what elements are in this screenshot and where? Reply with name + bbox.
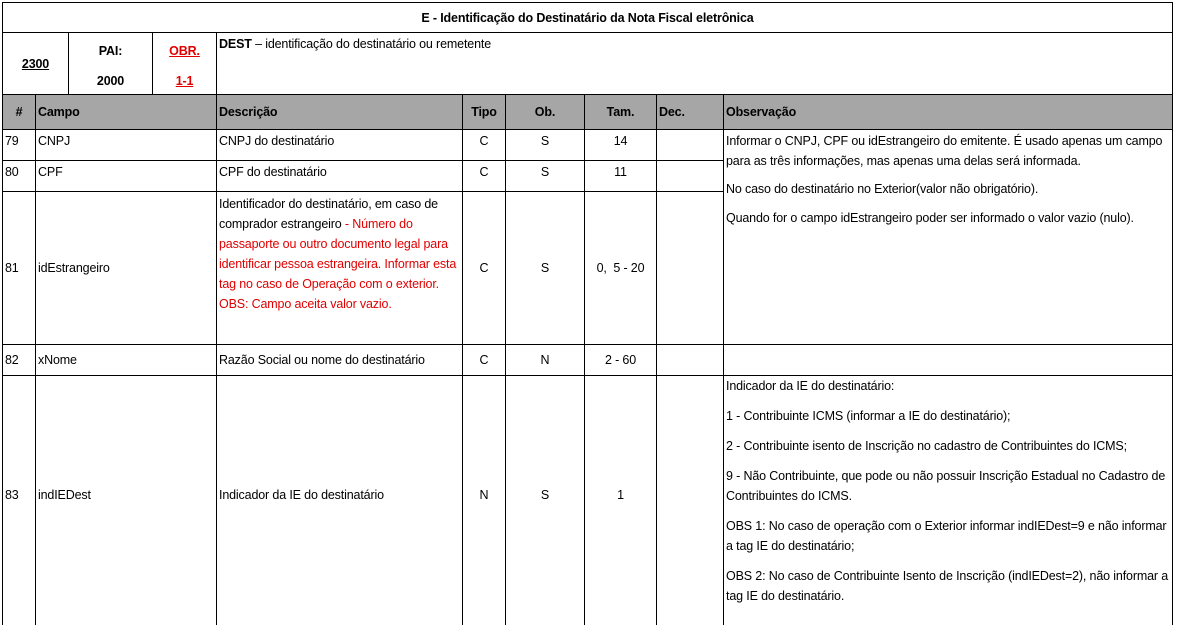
obr-value: 1-1	[175, 74, 194, 88]
obs-paragraph: 2 - Contribuinte isento de Inscrição no …	[726, 439, 1127, 453]
cell-descricao: Identificador do destinatário, em caso d…	[216, 191, 463, 345]
obr-label: OBR.	[169, 44, 200, 58]
group-description: DEST – identificação do destinatário ou …	[216, 32, 1173, 95]
cell-observacao	[723, 344, 1173, 376]
cell-campo: idEstrangeiro	[35, 191, 217, 345]
col-header-campo: Campo	[35, 94, 217, 130]
cell-num: 79	[2, 129, 36, 161]
obs-paragraph: 1 - Contribuinte ICMS (informar a IE do …	[726, 409, 1011, 423]
cell-tam: 14	[584, 129, 657, 161]
col-header-tam: Tam.	[584, 94, 657, 130]
cell-tipo: N	[462, 375, 506, 625]
cell-dec	[656, 160, 724, 192]
cell-num: 82	[2, 344, 36, 376]
group-obr: OBR. 1-1	[152, 32, 217, 95]
col-header-tipo: Tipo	[462, 94, 506, 130]
cell-ob: N	[505, 344, 585, 376]
cell-num: 81	[2, 191, 36, 345]
col-header-dec: Dec.	[656, 94, 724, 130]
obs-paragraph: OBS 2: No caso de Contribuinte Isento de…	[726, 569, 1169, 603]
cell-dec	[656, 375, 724, 625]
obs-paragraph: Informar o CNPJ, CPF ou idEstrangeiro do…	[726, 134, 1163, 168]
cell-ob: S	[505, 160, 585, 192]
cell-observacao-79-81: Informar o CNPJ, CPF ou idEstrangeiro do…	[723, 129, 1173, 345]
cell-descricao: Indicador da IE do destinatário	[216, 375, 463, 625]
col-header-ob: Ob.	[505, 94, 585, 130]
cell-num: 83	[2, 375, 36, 625]
obs-paragraph: Indicador da IE do destinatário:	[726, 379, 895, 393]
cell-dec	[656, 129, 724, 161]
cell-ob: S	[505, 191, 585, 345]
cell-dec	[656, 344, 724, 376]
cell-tipo: C	[462, 129, 506, 161]
cell-tam: 2 - 60	[584, 344, 657, 376]
obs-paragraph: Quando for o campo idEstrangeiro poder s…	[726, 211, 1134, 225]
cell-dec	[656, 191, 724, 345]
col-header-observacao: Observação	[723, 94, 1173, 130]
cell-tipo: C	[462, 191, 506, 345]
cell-num: 80	[2, 160, 36, 192]
cell-tipo: C	[462, 160, 506, 192]
group-desc-text: – identificação do destinatário ou remet…	[251, 37, 491, 51]
col-header-num: #	[2, 94, 36, 130]
col-header-descricao: Descrição	[216, 94, 463, 130]
cell-tam: 1	[584, 375, 657, 625]
group-pai: PAI: 2000	[68, 32, 153, 95]
obs-paragraph: 9 - Não Contribuinte, que pode ou não po…	[726, 469, 1166, 503]
cell-ob: S	[505, 375, 585, 625]
cell-campo: indIEDest	[35, 375, 217, 625]
descricao-red-text: - Número do passaporte ou outro document…	[219, 217, 457, 311]
cell-descricao: CPF do destinatário	[216, 160, 463, 192]
obs-paragraph: No caso do destinatário no Exterior(valo…	[726, 182, 1039, 196]
cell-observacao: Indicador da IE do destinatário: 1 - Con…	[723, 375, 1173, 625]
cell-campo: CPF	[35, 160, 217, 192]
group-tag: DEST	[219, 37, 252, 51]
section-title: E - Identificação do Destinatário da Not…	[2, 2, 1173, 33]
pai-value: 2000	[96, 74, 125, 88]
obs-paragraph: OBS 1: No caso de operação com o Exterio…	[726, 519, 1167, 553]
pai-label: PAI:	[98, 44, 123, 58]
cell-descricao: Razão Social ou nome do destinatário	[216, 344, 463, 376]
descricao-text: Identificador do destinatário, em caso d…	[219, 197, 438, 231]
cell-campo: xNome	[35, 344, 217, 376]
cell-campo: CNPJ	[35, 129, 217, 161]
group-id: 2300	[2, 32, 69, 95]
cell-tipo: C	[462, 344, 506, 376]
cell-tam: 11	[584, 160, 657, 192]
cell-ob: S	[505, 129, 585, 161]
cell-descricao: CNPJ do destinatário	[216, 129, 463, 161]
cell-tam: 0, 5 - 20	[584, 191, 657, 345]
